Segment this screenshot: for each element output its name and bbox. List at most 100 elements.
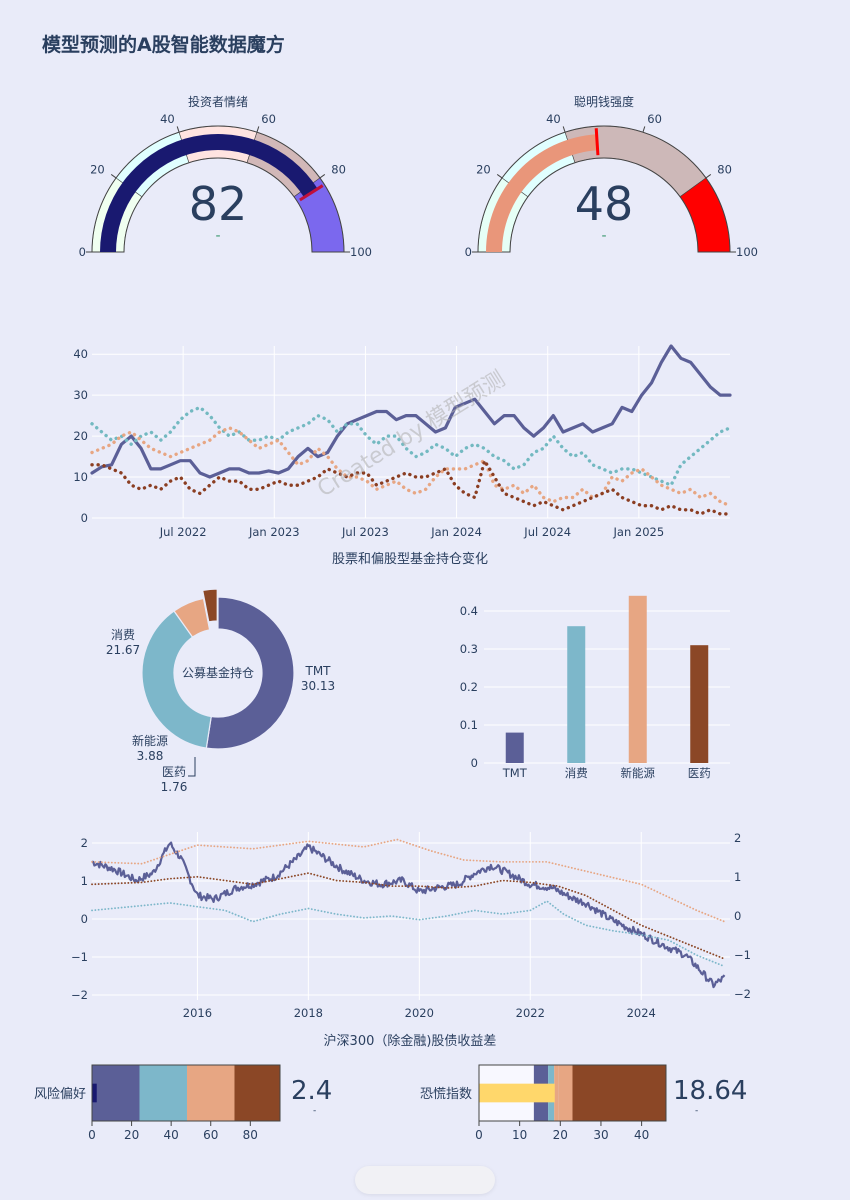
risk-appetite-bullet: 0 20 40 60 80 风险偏好 2.4- bbox=[34, 1064, 332, 1142]
gauge-threshold-marker bbox=[299, 184, 324, 202]
pie-value: 21.67 bbox=[106, 643, 140, 657]
gauge-tick-label: 40 bbox=[160, 112, 175, 126]
y-tick-label-left: 2 bbox=[81, 836, 88, 850]
gauge-delta: - bbox=[601, 228, 606, 244]
x-tick-label: 2022 bbox=[516, 1006, 545, 1020]
x-tick-label: Jan 2024 bbox=[430, 525, 482, 539]
bar bbox=[567, 626, 586, 763]
gauge-tick bbox=[705, 174, 712, 179]
sector-bar-chart: 0 0.1 0.2 0.3 0.4 TMT 消费 新能源 医药 bbox=[460, 595, 730, 780]
y-tick-label-left: −1 bbox=[71, 950, 88, 964]
bullet-tick-label: 80 bbox=[243, 1128, 258, 1142]
pie-label: 消费 bbox=[111, 628, 135, 642]
x-tick-label: Jul 2022 bbox=[159, 525, 207, 539]
gauge-tick-label: 80 bbox=[717, 163, 732, 177]
y-tick-label: 0.1 bbox=[460, 718, 478, 732]
x-tick-label: Jul 2023 bbox=[341, 525, 389, 539]
y-tick-label-left: 1 bbox=[81, 874, 88, 888]
gauge-tick bbox=[256, 126, 260, 133]
y-tick-label: 40 bbox=[73, 347, 88, 361]
gauge-delta: - bbox=[215, 228, 220, 244]
bullet-tick-label: 30 bbox=[593, 1128, 608, 1142]
bullet-delta: - bbox=[695, 1106, 698, 1116]
gauge-value: 48 bbox=[575, 177, 634, 231]
bullet-value-bar bbox=[479, 1083, 555, 1103]
page-title: 模型预测的A股智能数据魔方 bbox=[42, 34, 285, 56]
gauge-tick-label: 60 bbox=[261, 112, 276, 126]
series-fund-b-line bbox=[90, 426, 732, 508]
spread-lower-band-line bbox=[91, 900, 726, 968]
x-tick-label: 2024 bbox=[627, 1006, 656, 1020]
gauge-threshold-marker bbox=[594, 128, 600, 156]
y-tick-label-right: 2 bbox=[734, 831, 741, 845]
pie-label: 医药 bbox=[162, 765, 186, 779]
x-tick-label: 新能源 bbox=[621, 766, 656, 780]
gauge-value: 82 bbox=[189, 177, 248, 231]
gauge-tick-label: 100 bbox=[350, 245, 372, 259]
y-tick-label: 0 bbox=[81, 511, 88, 525]
bullet-step bbox=[186, 1065, 235, 1121]
bullet-tick-label: 0 bbox=[475, 1128, 483, 1142]
spread-upper-band-line bbox=[91, 838, 726, 923]
bullet-tick-label: 40 bbox=[634, 1128, 649, 1142]
bullet-step bbox=[554, 1065, 559, 1121]
pie-slice-tmt bbox=[205, 596, 295, 750]
gauge-tick-label: 100 bbox=[736, 245, 758, 259]
holdings-line-chart: 0 10 20 30 40 Jul 2022 Jan 2023 Jul 2023 Jan 202… bbox=[73, 344, 732, 567]
x-tick-label: 医药 bbox=[688, 766, 711, 780]
x-tick-label: TMT bbox=[502, 766, 528, 780]
donut-center-title: 公募基金持仓 bbox=[182, 665, 254, 680]
gauge-tick-label: 20 bbox=[90, 163, 105, 177]
gauge-tick-label: 40 bbox=[546, 112, 561, 126]
bullet-tick-label: 10 bbox=[512, 1128, 527, 1142]
y-tick-label-right: 0 bbox=[734, 909, 741, 923]
y-tick-label: 0.3 bbox=[460, 642, 478, 656]
y-tick-label: 0.2 bbox=[460, 680, 478, 694]
gauge-tick bbox=[176, 126, 180, 133]
bullet-outline bbox=[91, 1064, 281, 1122]
y-tick-label: 20 bbox=[73, 429, 88, 443]
pie-leader-line bbox=[188, 757, 196, 777]
bullet-delta: - bbox=[313, 1106, 316, 1116]
gauge-value-bar bbox=[486, 134, 598, 252]
y-tick-label: 30 bbox=[73, 388, 88, 402]
gauge-title: 投资者情绪 bbox=[188, 94, 248, 109]
bullet-value-bar bbox=[92, 1083, 97, 1103]
x-tick-label: 2018 bbox=[294, 1006, 323, 1020]
pie-value: 1.76 bbox=[161, 780, 188, 794]
y-tick-label: 0.4 bbox=[460, 604, 478, 618]
fear-index-bullet: 0 10 20 30 40 恐慌指数 18.64- bbox=[420, 1064, 747, 1142]
pie-slice-new-energy bbox=[173, 597, 211, 638]
gauge-value-bar bbox=[100, 134, 318, 252]
y-tick-label: 0 bbox=[471, 756, 478, 770]
x-tick-label: 消费 bbox=[565, 766, 588, 780]
bullet-title: 风险偏好 bbox=[34, 1087, 86, 1102]
bullet-tick-label: 20 bbox=[553, 1128, 568, 1142]
x-tick-label: Jan 2023 bbox=[248, 525, 300, 539]
bullet-value: 2.4 bbox=[291, 1076, 332, 1106]
gauge-smart-money: 0 20 40 60 80 100 聪明钱强度 48- bbox=[465, 94, 758, 259]
bullet-tick-label: 20 bbox=[124, 1128, 139, 1142]
spread-mean-line bbox=[91, 872, 726, 960]
bullet-title: 恐慌指数 bbox=[420, 1087, 472, 1102]
gauge-tick bbox=[110, 174, 117, 179]
gauge-tick-label: 20 bbox=[476, 163, 491, 177]
gauge-investor-sentiment: 0 20 40 60 80 100 投资者情绪 82- bbox=[79, 94, 372, 259]
gauge-tick-label: 0 bbox=[79, 245, 86, 259]
scroll-indicator[interactable] bbox=[355, 1166, 495, 1194]
gauge-outline bbox=[91, 125, 345, 253]
pie-label: TMT bbox=[304, 664, 331, 678]
pie-label: 新能源 bbox=[132, 733, 168, 748]
bullet-step bbox=[139, 1065, 187, 1121]
x-tick-label: Jan 2025 bbox=[613, 525, 665, 539]
gauge-tick-label: 0 bbox=[465, 245, 472, 259]
y-tick-label-left: 0 bbox=[81, 912, 88, 926]
y-tick-label: 10 bbox=[73, 470, 88, 484]
y-tick-label-left: −2 bbox=[71, 988, 88, 1002]
y-tick-label-right: 1 bbox=[734, 870, 741, 884]
x-tick-label: 2020 bbox=[405, 1006, 434, 1020]
bullet-tick-label: 40 bbox=[164, 1128, 179, 1142]
gauge-tick-label: 80 bbox=[331, 163, 346, 177]
gauge-tick bbox=[496, 174, 503, 179]
